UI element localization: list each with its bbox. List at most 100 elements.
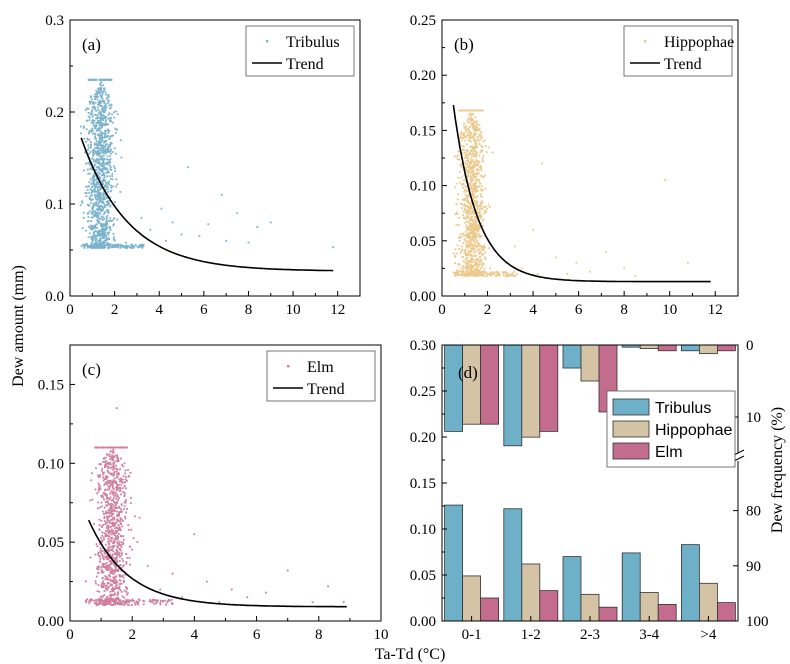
scatter-point [481,205,483,208]
scatter-point [464,156,466,159]
scatter-point [116,459,119,461]
scatter-point [462,232,465,235]
scatter-point [95,114,98,117]
scatter-point [110,503,112,505]
scatter-point [87,185,89,188]
scatter-point [114,167,116,170]
scatter-point [484,205,487,208]
scatter-point [103,538,105,541]
scatter-point [95,124,98,127]
scatter-point [93,148,96,151]
scatter-point [141,246,143,249]
scatter-point [104,134,106,137]
scatter-point [469,168,471,171]
scatter-point [99,148,102,150]
scatter-point [114,534,116,536]
scatter-point [124,472,126,475]
scatter-point [106,78,109,81]
scatter-point [478,269,480,272]
scatter-point [93,193,96,196]
scatter-point [470,158,473,161]
scatter-point [476,195,479,198]
scatter-point [94,488,97,491]
scatter-point [475,250,478,252]
scatter-point [118,587,121,590]
scatter-point [92,175,95,178]
scatter-point [481,219,484,222]
scatter-point [96,147,98,150]
scatter-point [464,151,466,154]
scatter-point [96,218,99,221]
scatter-point [106,476,109,478]
scatter-point [472,245,475,247]
scatter-point [100,494,103,497]
scatter-point [496,270,498,273]
scatter-point [470,177,473,180]
scatter-point [102,524,105,526]
scatter-point [469,240,472,243]
scatter-point [482,175,485,178]
scatter-point [88,600,90,603]
scatter-point [90,238,93,241]
scatter-point [474,241,477,244]
scatter-point [101,595,103,598]
scatter-point [95,195,97,197]
scatter-point [466,175,469,178]
scatter-point [466,186,469,189]
scatter-point [108,200,110,202]
scatter-point [465,204,468,207]
scatter-point [116,501,119,503]
scatter-point [463,274,466,277]
scatter-point [108,220,111,222]
scatter-point [92,205,95,208]
scatter-point [471,244,474,247]
scatter-point [159,601,162,604]
scatter-point [456,269,459,272]
scatter-point [100,200,103,203]
scatter-point [105,106,108,108]
scatter-point [95,122,98,124]
scatter-point [468,129,471,132]
scatter-point [111,593,114,596]
scatter-point [482,218,485,221]
scatter-point [94,237,96,240]
scatter-point [107,100,110,103]
scatter-point [121,525,124,528]
scatter-point [470,224,473,227]
scatter-point [471,231,474,234]
scatter-point [89,198,92,200]
scatter-point [122,560,124,563]
scatter-point [102,159,105,162]
scatter-point [477,248,480,251]
scatter-point [95,123,97,126]
scatter-point [112,546,115,549]
scatter-point [466,262,468,265]
scatter-point [106,589,108,591]
scatter-point [105,163,108,166]
scatter-point [108,112,111,114]
scatter-point [100,155,103,158]
scatter-point [469,113,471,115]
scatter-point [476,262,478,265]
scatter-point [123,492,126,494]
scatter-point [454,213,457,216]
scatter-point [101,494,104,497]
scatter-point [108,472,111,475]
x-tick-label: 10 [374,627,389,643]
scatter-point [95,117,97,120]
scatter-point [115,178,118,181]
scatter-point [97,103,99,106]
scatter-point [106,566,108,568]
scatter-point [117,245,120,247]
scatter-point [84,580,87,583]
scatter-point [103,532,106,535]
scatter-point [99,129,101,132]
scatter-point [98,488,100,491]
scatter-point [115,152,117,155]
scatter-point [471,246,474,249]
scatter-point [99,162,102,165]
scatter-point [116,530,118,533]
scatter-point [110,580,113,582]
scatter-point [475,261,477,264]
